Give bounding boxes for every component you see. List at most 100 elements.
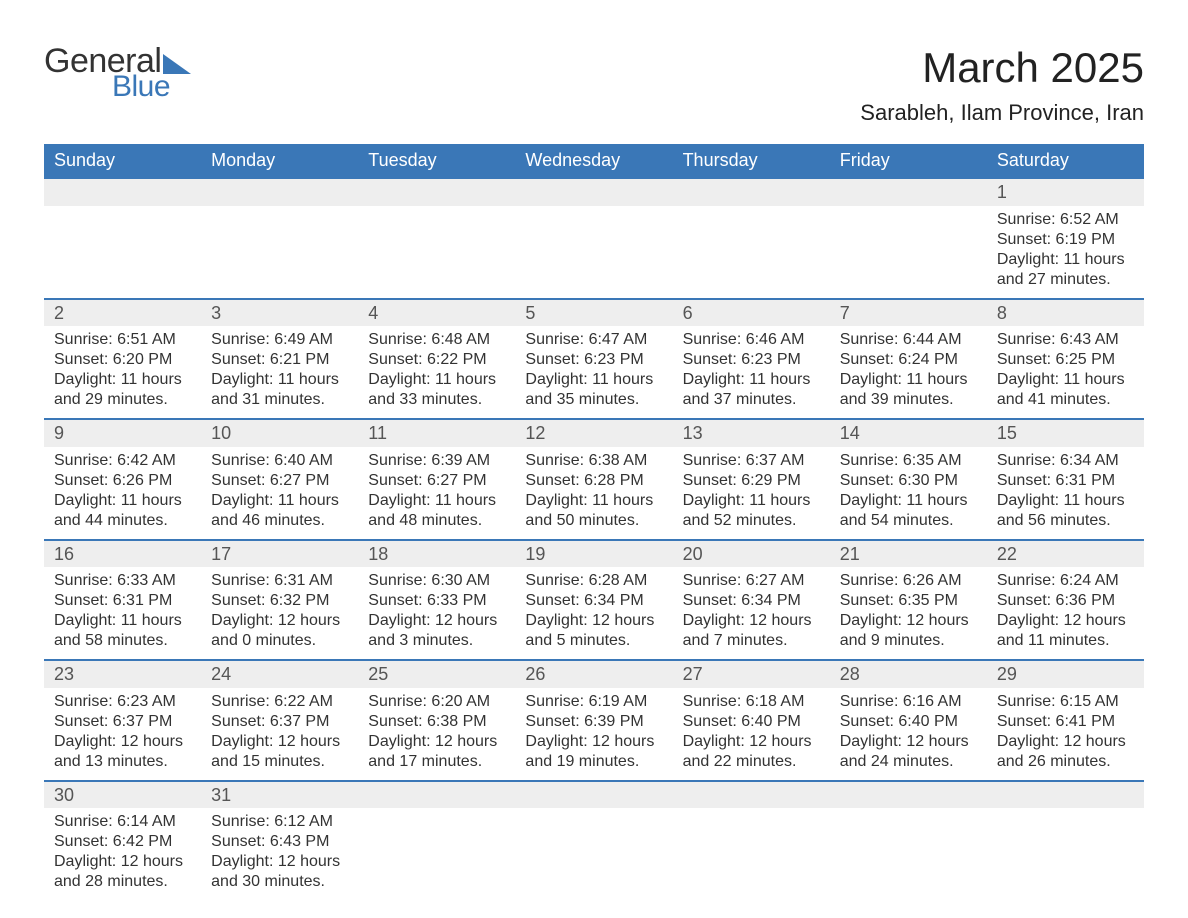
day-details-row: Sunrise: 6:42 AMSunset: 6:26 PMDaylight:… — [44, 447, 1144, 540]
day-details-cell: Sunrise: 6:23 AMSunset: 6:37 PMDaylight:… — [44, 688, 201, 781]
sunset-text: Sunset: 6:43 PM — [211, 832, 348, 852]
sunrise-text: Sunrise: 6:26 AM — [840, 571, 977, 591]
day-number-cell: 1 — [987, 178, 1144, 206]
day-number-row: 9101112131415 — [44, 419, 1144, 447]
day-details-cell: Sunrise: 6:22 AMSunset: 6:37 PMDaylight:… — [201, 688, 358, 781]
daylight-text: Daylight: 11 hours and 35 minutes. — [525, 370, 662, 410]
sunrise-text: Sunrise: 6:23 AM — [54, 692, 191, 712]
sunset-text: Sunset: 6:40 PM — [840, 712, 977, 732]
sunrise-text: Sunrise: 6:33 AM — [54, 571, 191, 591]
day-details-cell: Sunrise: 6:44 AMSunset: 6:24 PMDaylight:… — [830, 326, 987, 419]
sunrise-text: Sunrise: 6:18 AM — [683, 692, 820, 712]
day-details-cell — [673, 206, 830, 299]
weekday-header: Sunday — [44, 144, 201, 178]
sunrise-text: Sunrise: 6:47 AM — [525, 330, 662, 350]
day-number-cell: 23 — [44, 660, 201, 688]
day-number-cell — [44, 178, 201, 206]
day-details-cell: Sunrise: 6:34 AMSunset: 6:31 PMDaylight:… — [987, 447, 1144, 540]
day-details-cell: Sunrise: 6:42 AMSunset: 6:26 PMDaylight:… — [44, 447, 201, 540]
daylight-text: Daylight: 11 hours and 29 minutes. — [54, 370, 191, 410]
weekday-header: Monday — [201, 144, 358, 178]
day-details-cell: Sunrise: 6:28 AMSunset: 6:34 PMDaylight:… — [515, 567, 672, 660]
day-number-cell: 27 — [673, 660, 830, 688]
day-number-cell — [830, 178, 987, 206]
sunset-text: Sunset: 6:24 PM — [840, 350, 977, 370]
day-number-cell: 16 — [44, 540, 201, 568]
month-title: March 2025 — [860, 44, 1144, 92]
daylight-text: Daylight: 11 hours and 31 minutes. — [211, 370, 348, 410]
sunrise-text: Sunrise: 6:19 AM — [525, 692, 662, 712]
day-details-cell: Sunrise: 6:52 AMSunset: 6:19 PMDaylight:… — [987, 206, 1144, 299]
daylight-text: Daylight: 11 hours and 41 minutes. — [997, 370, 1134, 410]
daylight-text: Daylight: 12 hours and 26 minutes. — [997, 732, 1134, 772]
day-number-cell: 15 — [987, 419, 1144, 447]
day-details-cell: Sunrise: 6:33 AMSunset: 6:31 PMDaylight:… — [44, 567, 201, 660]
daylight-text: Daylight: 11 hours and 50 minutes. — [525, 491, 662, 531]
day-details-cell: Sunrise: 6:38 AMSunset: 6:28 PMDaylight:… — [515, 447, 672, 540]
sunset-text: Sunset: 6:32 PM — [211, 591, 348, 611]
sunset-text: Sunset: 6:25 PM — [997, 350, 1134, 370]
day-number-cell: 18 — [358, 540, 515, 568]
day-number-cell — [515, 178, 672, 206]
day-number-cell — [358, 178, 515, 206]
day-details-cell: Sunrise: 6:19 AMSunset: 6:39 PMDaylight:… — [515, 688, 672, 781]
day-number-cell: 24 — [201, 660, 358, 688]
day-number-cell: 2 — [44, 299, 201, 327]
day-number-cell: 8 — [987, 299, 1144, 327]
day-number-row: 3031 — [44, 781, 1144, 809]
daylight-text: Daylight: 12 hours and 0 minutes. — [211, 611, 348, 651]
day-details-cell — [515, 206, 672, 299]
day-number-cell — [673, 178, 830, 206]
day-details-cell: Sunrise: 6:46 AMSunset: 6:23 PMDaylight:… — [673, 326, 830, 419]
day-number-cell: 20 — [673, 540, 830, 568]
sunrise-text: Sunrise: 6:37 AM — [683, 451, 820, 471]
day-details-cell — [830, 808, 987, 900]
day-number-cell: 6 — [673, 299, 830, 327]
location-subtitle: Sarableh, Ilam Province, Iran — [860, 100, 1144, 126]
sunrise-text: Sunrise: 6:52 AM — [997, 210, 1134, 230]
day-details-cell: Sunrise: 6:15 AMSunset: 6:41 PMDaylight:… — [987, 688, 1144, 781]
daylight-text: Daylight: 12 hours and 28 minutes. — [54, 852, 191, 892]
sunset-text: Sunset: 6:31 PM — [997, 471, 1134, 491]
day-details-cell: Sunrise: 6:18 AMSunset: 6:40 PMDaylight:… — [673, 688, 830, 781]
weekday-header: Thursday — [673, 144, 830, 178]
day-details-cell: Sunrise: 6:26 AMSunset: 6:35 PMDaylight:… — [830, 567, 987, 660]
day-number-cell — [987, 781, 1144, 809]
day-details-cell: Sunrise: 6:14 AMSunset: 6:42 PMDaylight:… — [44, 808, 201, 900]
day-details-row: Sunrise: 6:33 AMSunset: 6:31 PMDaylight:… — [44, 567, 1144, 660]
day-details-cell — [673, 808, 830, 900]
day-number-row: 1 — [44, 178, 1144, 206]
sunset-text: Sunset: 6:29 PM — [683, 471, 820, 491]
sunrise-text: Sunrise: 6:15 AM — [997, 692, 1134, 712]
sunset-text: Sunset: 6:23 PM — [683, 350, 820, 370]
daylight-text: Daylight: 11 hours and 56 minutes. — [997, 491, 1134, 531]
sunrise-text: Sunrise: 6:12 AM — [211, 812, 348, 832]
day-details-cell: Sunrise: 6:49 AMSunset: 6:21 PMDaylight:… — [201, 326, 358, 419]
sunset-text: Sunset: 6:28 PM — [525, 471, 662, 491]
daylight-text: Daylight: 11 hours and 54 minutes. — [840, 491, 977, 531]
sunset-text: Sunset: 6:40 PM — [683, 712, 820, 732]
sunset-text: Sunset: 6:19 PM — [997, 230, 1134, 250]
weekday-header: Tuesday — [358, 144, 515, 178]
daylight-text: Daylight: 12 hours and 11 minutes. — [997, 611, 1134, 651]
sunset-text: Sunset: 6:27 PM — [211, 471, 348, 491]
day-number-cell: 4 — [358, 299, 515, 327]
daylight-text: Daylight: 12 hours and 9 minutes. — [840, 611, 977, 651]
daylight-text: Daylight: 11 hours and 44 minutes. — [54, 491, 191, 531]
daylight-text: Daylight: 11 hours and 27 minutes. — [997, 250, 1134, 290]
day-details-cell: Sunrise: 6:35 AMSunset: 6:30 PMDaylight:… — [830, 447, 987, 540]
sunrise-text: Sunrise: 6:38 AM — [525, 451, 662, 471]
sunset-text: Sunset: 6:34 PM — [683, 591, 820, 611]
daylight-text: Daylight: 12 hours and 19 minutes. — [525, 732, 662, 772]
day-number-cell: 9 — [44, 419, 201, 447]
sunrise-text: Sunrise: 6:51 AM — [54, 330, 191, 350]
sunrise-text: Sunrise: 6:44 AM — [840, 330, 977, 350]
sunrise-text: Sunrise: 6:28 AM — [525, 571, 662, 591]
weekday-header: Wednesday — [515, 144, 672, 178]
day-details-cell: Sunrise: 6:31 AMSunset: 6:32 PMDaylight:… — [201, 567, 358, 660]
weekday-header: Saturday — [987, 144, 1144, 178]
sunrise-text: Sunrise: 6:39 AM — [368, 451, 505, 471]
day-number-cell: 22 — [987, 540, 1144, 568]
day-details-cell: Sunrise: 6:27 AMSunset: 6:34 PMDaylight:… — [673, 567, 830, 660]
logo: General Blue — [44, 44, 191, 102]
